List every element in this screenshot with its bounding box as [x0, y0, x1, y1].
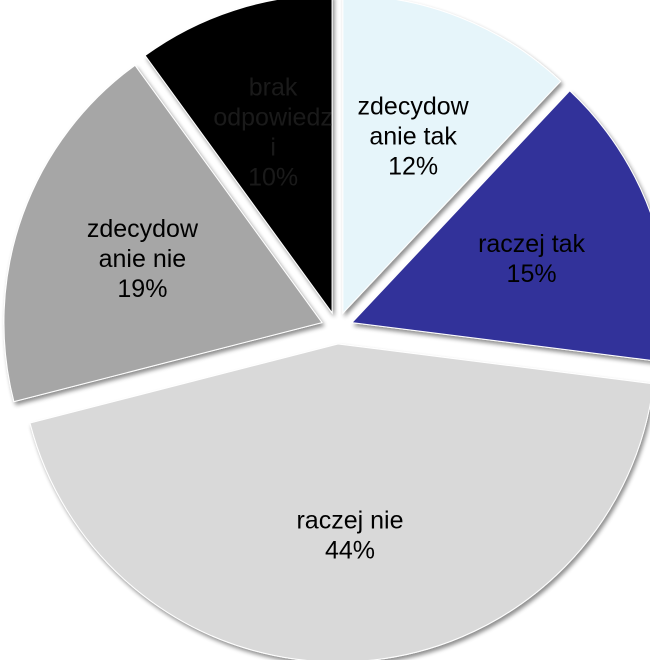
- slice-category-label: zdecydow: [87, 215, 199, 243]
- slice-category-label: i: [270, 133, 276, 161]
- pie-labels: zdecydow anie tak 12%raczej tak 15%raczej n…: [87, 73, 586, 564]
- slice-category-label: zdecydow: [358, 93, 470, 121]
- slice-label-brak-odpowiedzi: brak odpowiedz i 10%: [213, 73, 333, 191]
- slice-label-zdecydowanie-tak: zdecydow anie tak 12%: [358, 93, 470, 181]
- pie-slice-raczej-nie: [29, 343, 650, 660]
- slice-category-label: raczej nie: [296, 506, 403, 534]
- slice-value-label: 10%: [248, 163, 298, 191]
- pie-slices: [3, 0, 650, 660]
- pie-slice-brak-odpowiedzi: [144, 0, 333, 315]
- pie-slice-raczej-tak: [351, 90, 650, 361]
- slice-label-zdecydowanie-nie: zdecydow anie nie 19%: [87, 215, 199, 303]
- slice-value-label: 15%: [507, 260, 557, 288]
- slice-category-label: brak: [249, 73, 298, 101]
- slice-label-raczej-tak: raczej tak 15%: [478, 230, 585, 288]
- slice-category-label: raczej tak: [478, 230, 585, 258]
- pie-slice-zdecydowanie-nie: [3, 64, 323, 403]
- slice-category-label: odpowiedz: [213, 103, 333, 131]
- slice-value-label: 12%: [388, 153, 438, 181]
- slice-value-label: 19%: [117, 275, 167, 303]
- pie-slice-zdecydowanie-tak: [342, 0, 562, 315]
- slice-category-label: anie tak: [369, 123, 457, 151]
- slice-category-label: anie nie: [99, 245, 187, 273]
- slice-value-label: 44%: [325, 536, 375, 564]
- slice-label-raczej-nie: raczej nie 44%: [296, 506, 403, 564]
